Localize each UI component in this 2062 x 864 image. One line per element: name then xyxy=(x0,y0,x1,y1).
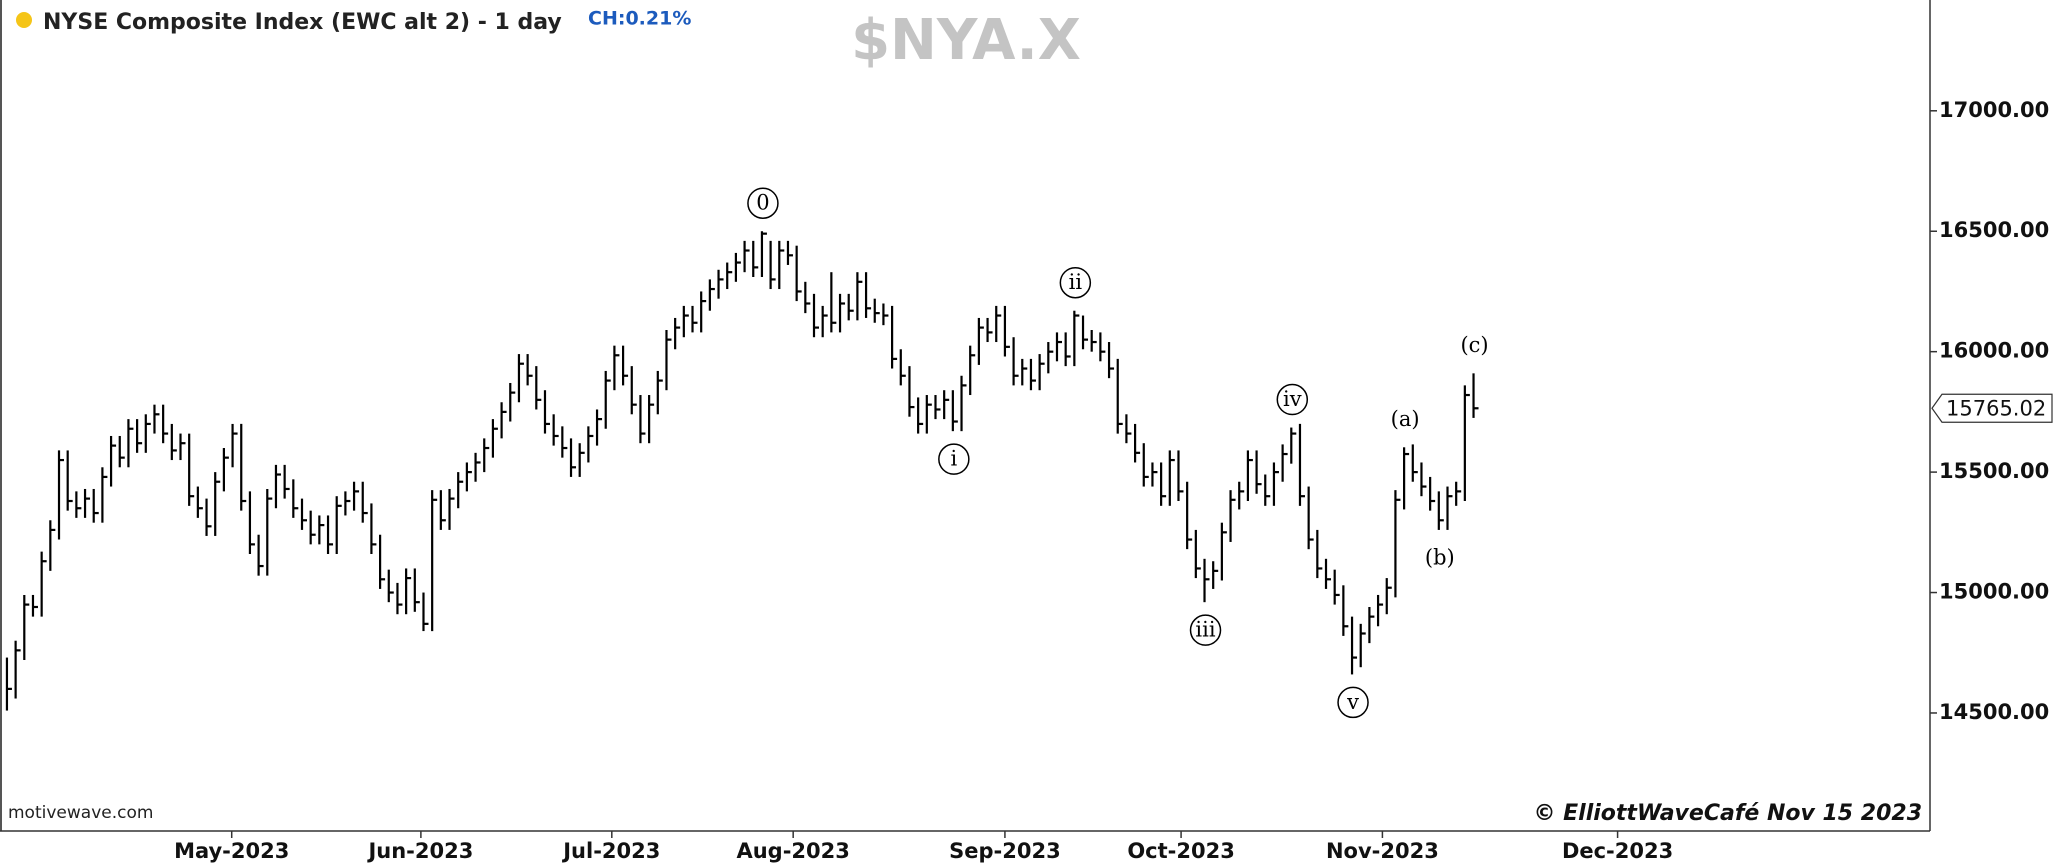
x-tick-label: May-2023 xyxy=(174,839,289,863)
status-dot xyxy=(16,12,32,28)
wave-circle xyxy=(1059,266,1092,299)
chart-title: NYSE Composite Index (EWC alt 2) - 1 day xyxy=(43,10,562,35)
wave-circle xyxy=(1189,614,1222,646)
x-tick-label: Sep-2023 xyxy=(949,839,1061,863)
wave-label: i xyxy=(950,447,957,471)
wave-circle xyxy=(1276,383,1309,416)
last-price-box xyxy=(1931,393,2053,423)
wave-circle xyxy=(1337,686,1369,719)
wave-label: 0 xyxy=(756,191,769,215)
y-tick-label: 16000.00 xyxy=(1939,339,2049,363)
wave-circle xyxy=(747,187,779,219)
wave-label: ii xyxy=(1069,270,1083,294)
wave-circle xyxy=(938,443,970,475)
wave-label: (c) xyxy=(1460,333,1488,357)
y-tick-label: 17000.00 xyxy=(1939,98,2049,122)
x-tick-label: Jul-2023 xyxy=(561,839,660,863)
last-price-label: 15765.02 xyxy=(1946,396,2046,420)
change-label: CH:0.21% xyxy=(588,8,691,30)
copyright: © ElliottWaveCafé Nov 15 2023 xyxy=(1533,801,1922,826)
y-tick-label: 15000.00 xyxy=(1939,580,2049,604)
x-tick-label: Nov-2023 xyxy=(1326,839,1439,863)
y-tick-label: 14500.00 xyxy=(1939,700,2049,724)
symbol-watermark: $NYA.X xyxy=(851,8,1081,73)
wave-label: (a) xyxy=(1391,407,1420,431)
wave-label: v xyxy=(1346,690,1359,714)
x-tick-label: Dec-2023 xyxy=(1562,839,1673,863)
x-tick-label: Aug-2023 xyxy=(736,839,849,863)
wave-label: (b) xyxy=(1425,545,1455,569)
x-tick-label: Oct-2023 xyxy=(1127,839,1235,863)
y-tick-label: 16500.00 xyxy=(1939,218,2049,242)
source-label: motivewave.com xyxy=(8,803,153,823)
wave-label: iv xyxy=(1283,387,1302,411)
wave-label: iii xyxy=(1195,618,1215,642)
x-tick-label: Jun-2023 xyxy=(366,839,473,863)
y-tick-label: 15500.00 xyxy=(1939,459,2049,483)
